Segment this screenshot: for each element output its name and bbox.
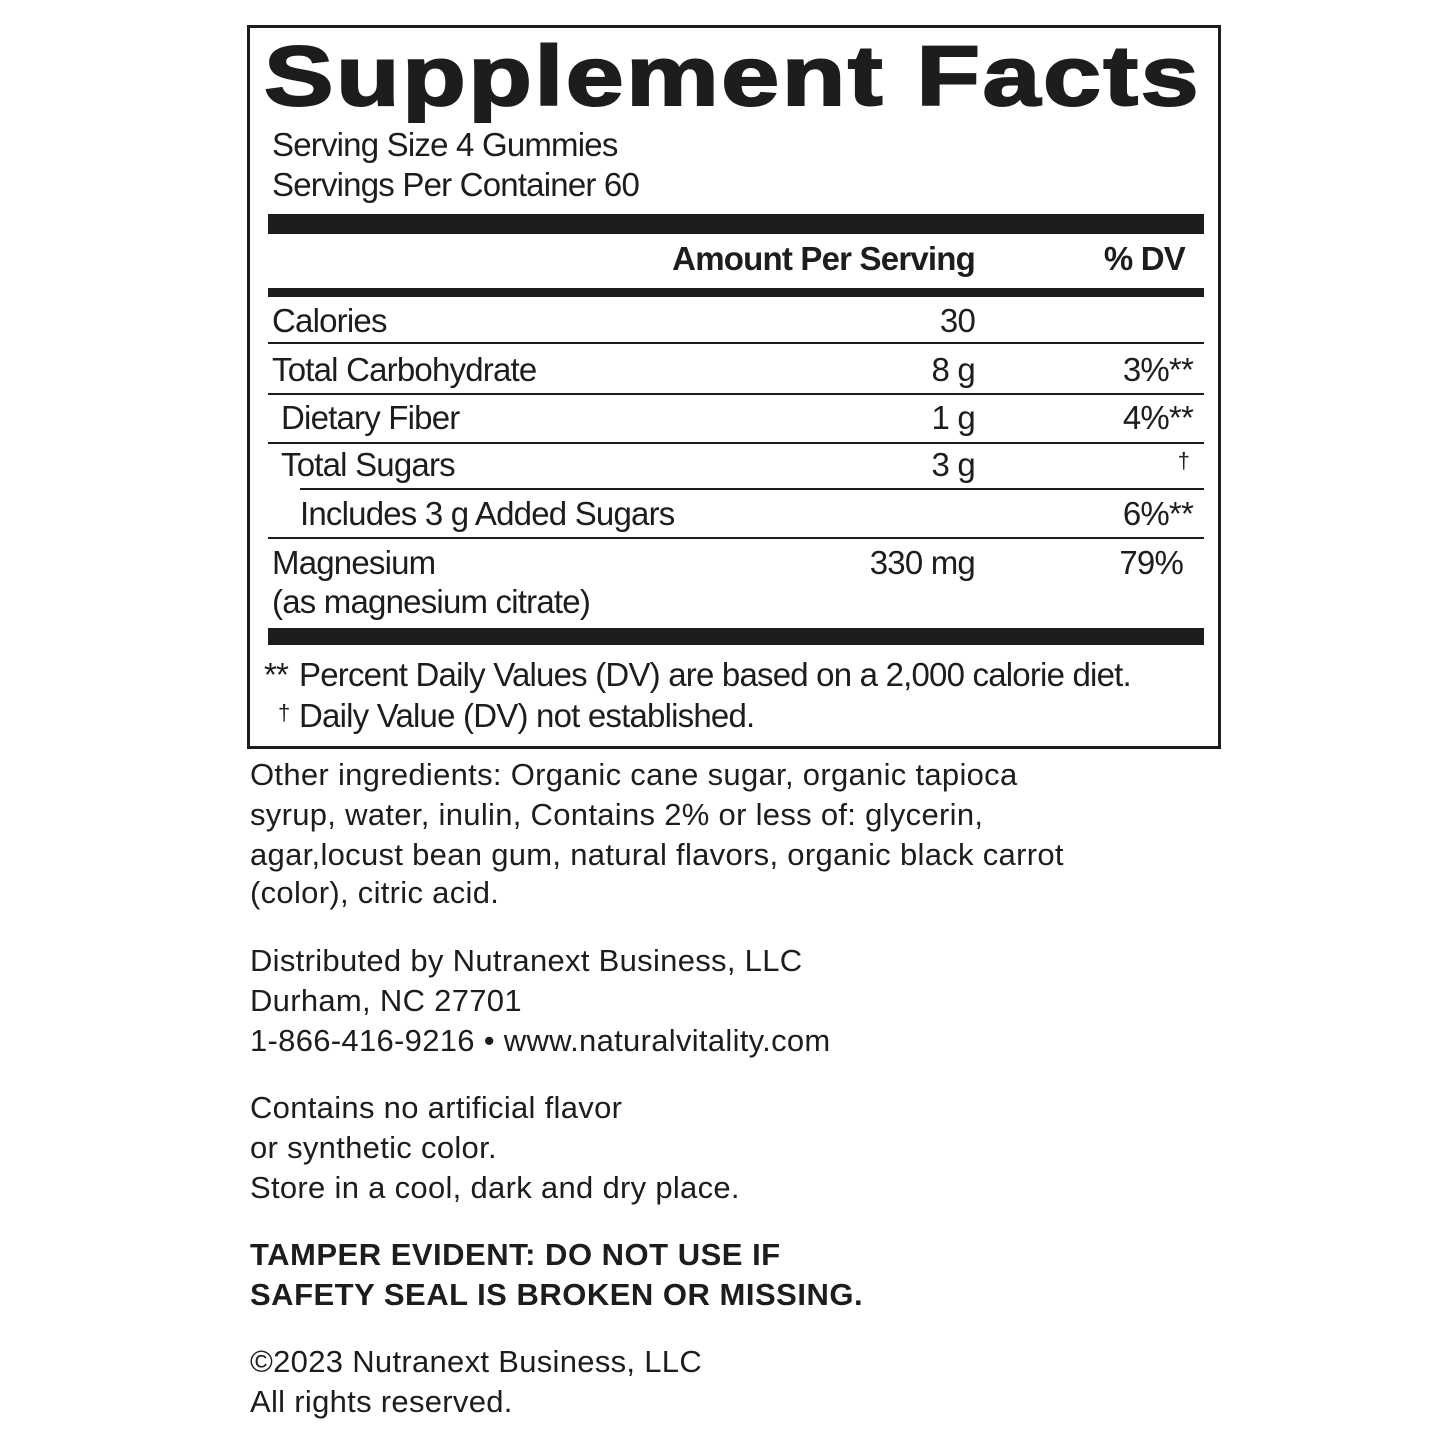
copyright-line: All rights reserved. — [250, 1384, 513, 1419]
footnote-mark: ** — [264, 656, 289, 693]
distributor-line: Durham, NC 27701 — [250, 983, 522, 1018]
row-divider — [268, 537, 1204, 539]
ingredients-line: (color), citric acid. — [250, 875, 500, 910]
row-amount: 30 — [939, 302, 976, 339]
row-dv: † — [1177, 448, 1190, 473]
row-subname: (as magnesium citrate) — [272, 583, 591, 620]
ingredients-line: syrup, water, inulin, Contains 2% or les… — [250, 797, 984, 832]
row-name: Magnesium — [272, 544, 436, 581]
row-amount: 1 g — [931, 399, 976, 436]
footnote-daily-values: Percent Daily Values (DV) are based on a… — [299, 656, 1132, 693]
warning-line: TAMPER EVIDENT: DO NOT USE IF — [250, 1237, 781, 1272]
claims-line: Contains no artificial flavor — [250, 1090, 623, 1125]
distributor-line: Distributed by Nutranext Business, LLC — [250, 943, 803, 978]
row-name: Total Carbohydrate — [272, 351, 537, 388]
row-dv: 4%** — [1122, 399, 1194, 436]
medium-divider — [268, 288, 1204, 297]
row-divider — [268, 342, 1204, 344]
claims-line: Store in a cool, dark and dry place. — [250, 1170, 740, 1205]
row-name: Dietary Fiber — [281, 399, 460, 436]
footnote-mark: † — [278, 700, 290, 725]
row-amount: 330 mg — [869, 544, 976, 581]
ingredients-line: agar,locust bean gum, natural flavors, o… — [250, 837, 1064, 872]
row-divider — [300, 488, 1204, 490]
row-divider — [268, 442, 1204, 444]
row-amount: 8 g — [931, 351, 976, 388]
supplement-facts-panel — [247, 25, 1221, 749]
row-dv: 6%** — [1122, 495, 1194, 532]
row-name: Calories — [272, 302, 387, 339]
row-dv: 79% — [1119, 544, 1183, 581]
row-name: Total Sugars — [281, 446, 456, 483]
servings-per-container: Servings Per Container 60 — [272, 166, 640, 203]
distributor-line: 1-866-416-9216 • www.naturalvitality.com — [250, 1023, 831, 1058]
thick-divider — [268, 628, 1204, 645]
header-amount: Amount Per Serving — [672, 240, 976, 277]
warning-line: SAFETY SEAL IS BROKEN OR MISSING. — [250, 1277, 864, 1312]
footnote-not-established: Daily Value (DV) not established. — [299, 697, 755, 734]
panel-title: Supplement Facts — [263, 28, 1201, 124]
claims-line: or synthetic color. — [250, 1130, 497, 1165]
row-divider — [268, 393, 1204, 395]
serving-size: Serving Size 4 Gummies — [272, 126, 618, 163]
row-dv: 3%** — [1122, 351, 1194, 388]
row-name: Includes 3 g Added Sugars — [300, 495, 675, 532]
row-amount: 3 g — [931, 446, 976, 483]
header-dv: % DV — [1103, 240, 1186, 277]
copyright-line: ©2023 Nutranext Business, LLC — [250, 1344, 703, 1379]
ingredients-line: Other ingredients: Organic cane sugar, o… — [250, 757, 1018, 792]
thick-divider — [268, 214, 1204, 234]
